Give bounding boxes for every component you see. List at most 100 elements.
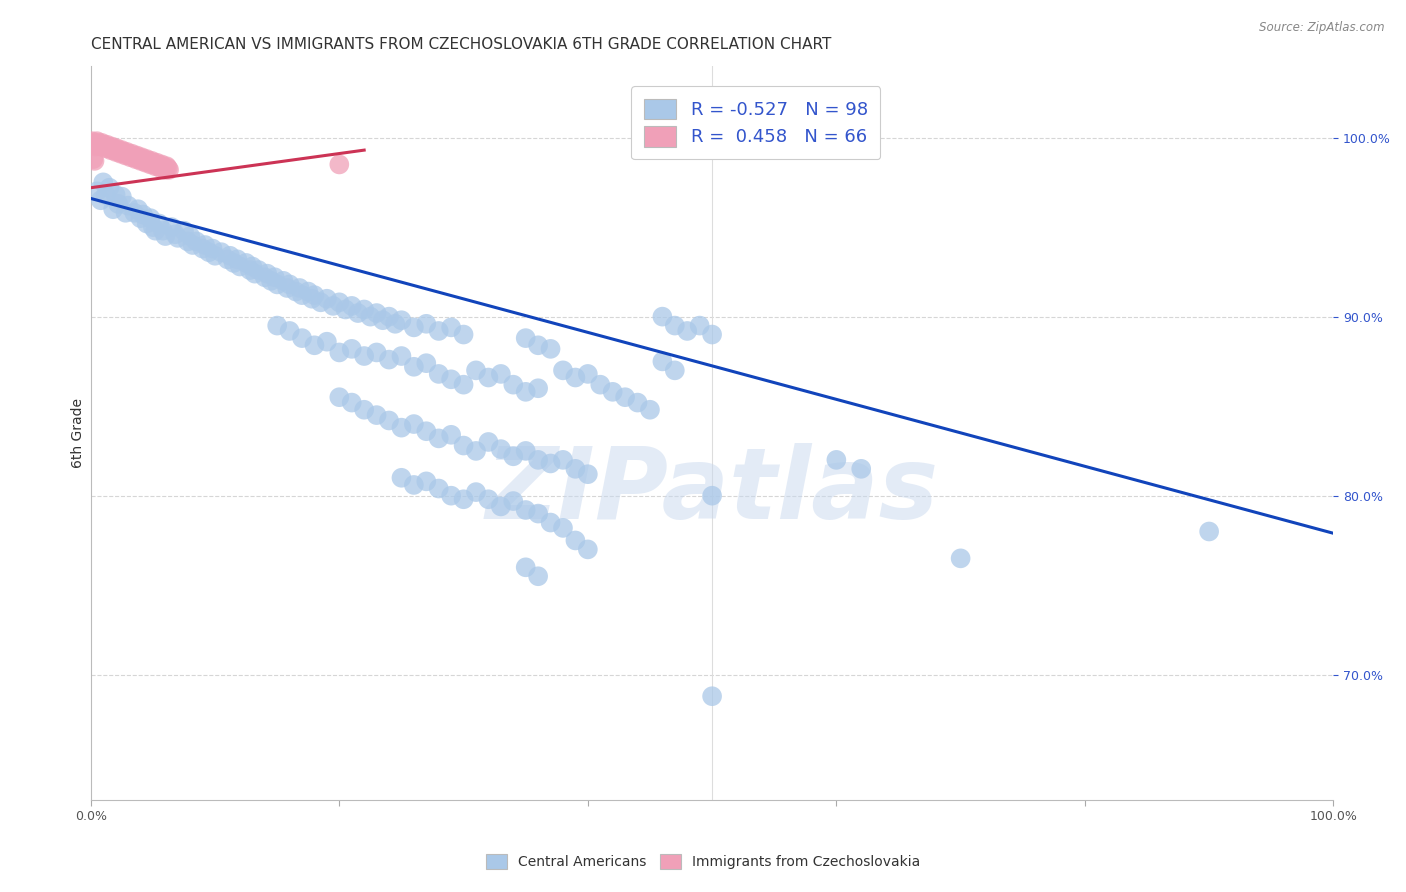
Point [112, 145, 135, 159]
Point [589, 377, 612, 392]
Point [440, 489, 463, 503]
Point [465, 485, 488, 500]
Point [651, 310, 673, 324]
Point [391, 471, 413, 485]
Point [502, 377, 524, 392]
Point [551, 521, 574, 535]
Point [651, 354, 673, 368]
Point [391, 420, 413, 434]
Point [91, 136, 114, 150]
Point [297, 285, 319, 299]
Point [402, 478, 425, 492]
Point [340, 299, 363, 313]
Point [576, 367, 599, 381]
Point [209, 245, 232, 260]
Point [700, 690, 723, 704]
Point [114, 148, 136, 162]
Point [540, 342, 562, 356]
Point [477, 434, 499, 449]
Point [291, 288, 314, 302]
Point [614, 390, 637, 404]
Point [111, 189, 134, 203]
Point [453, 377, 475, 392]
Point [139, 211, 162, 226]
Point [564, 462, 586, 476]
Point [177, 235, 200, 249]
Point [83, 137, 105, 152]
Point [135, 152, 157, 166]
Point [94, 141, 117, 155]
Point [527, 338, 550, 352]
Point [155, 162, 177, 177]
Point [440, 372, 463, 386]
Point [378, 310, 401, 324]
Point [527, 453, 550, 467]
Point [91, 137, 114, 152]
Point [132, 152, 155, 166]
Point [112, 146, 135, 161]
Point [166, 231, 188, 245]
Point [340, 395, 363, 409]
Point [142, 220, 165, 235]
Point [551, 453, 574, 467]
Point [229, 260, 252, 274]
Point [515, 503, 537, 517]
Point [489, 500, 512, 514]
Point [347, 306, 370, 320]
Point [110, 146, 132, 161]
Point [353, 302, 375, 317]
Point [638, 402, 661, 417]
Point [378, 413, 401, 427]
Point [576, 542, 599, 557]
Point [103, 143, 125, 157]
Point [145, 155, 167, 169]
Point [540, 457, 562, 471]
Point [359, 310, 381, 324]
Point [118, 148, 141, 162]
Point [564, 533, 586, 548]
Point [266, 277, 288, 292]
Point [340, 342, 363, 356]
Point [217, 252, 239, 267]
Point [384, 317, 406, 331]
Point [309, 295, 332, 310]
Point [204, 249, 226, 263]
Point [825, 453, 848, 467]
Point [284, 285, 307, 299]
Point [477, 370, 499, 384]
Point [440, 427, 463, 442]
Point [89, 137, 111, 152]
Point [143, 157, 166, 171]
Point [127, 202, 149, 217]
Point [120, 150, 142, 164]
Point [173, 224, 195, 238]
Point [165, 227, 187, 242]
Point [427, 324, 450, 338]
Legend: R = -0.527   N = 98, R =  0.458   N = 66: R = -0.527 N = 98, R = 0.458 N = 66 [631, 86, 880, 160]
Point [551, 363, 574, 377]
Point [278, 324, 301, 338]
Point [94, 187, 117, 202]
Point [108, 145, 131, 159]
Point [489, 367, 512, 381]
Point [124, 206, 146, 220]
Point [366, 408, 388, 422]
Point [191, 242, 214, 256]
Point [135, 217, 157, 231]
Point [148, 159, 170, 173]
Point [371, 313, 394, 327]
Point [564, 370, 586, 384]
Point [851, 462, 873, 476]
Point [132, 208, 155, 222]
Point [304, 338, 326, 352]
Point [273, 274, 295, 288]
Point [465, 363, 488, 377]
Point [186, 235, 208, 249]
Point [114, 206, 136, 220]
Point [156, 161, 179, 175]
Point [240, 260, 263, 274]
Point [84, 139, 107, 153]
Point [86, 134, 108, 148]
Point [288, 281, 311, 295]
Point [138, 155, 160, 169]
